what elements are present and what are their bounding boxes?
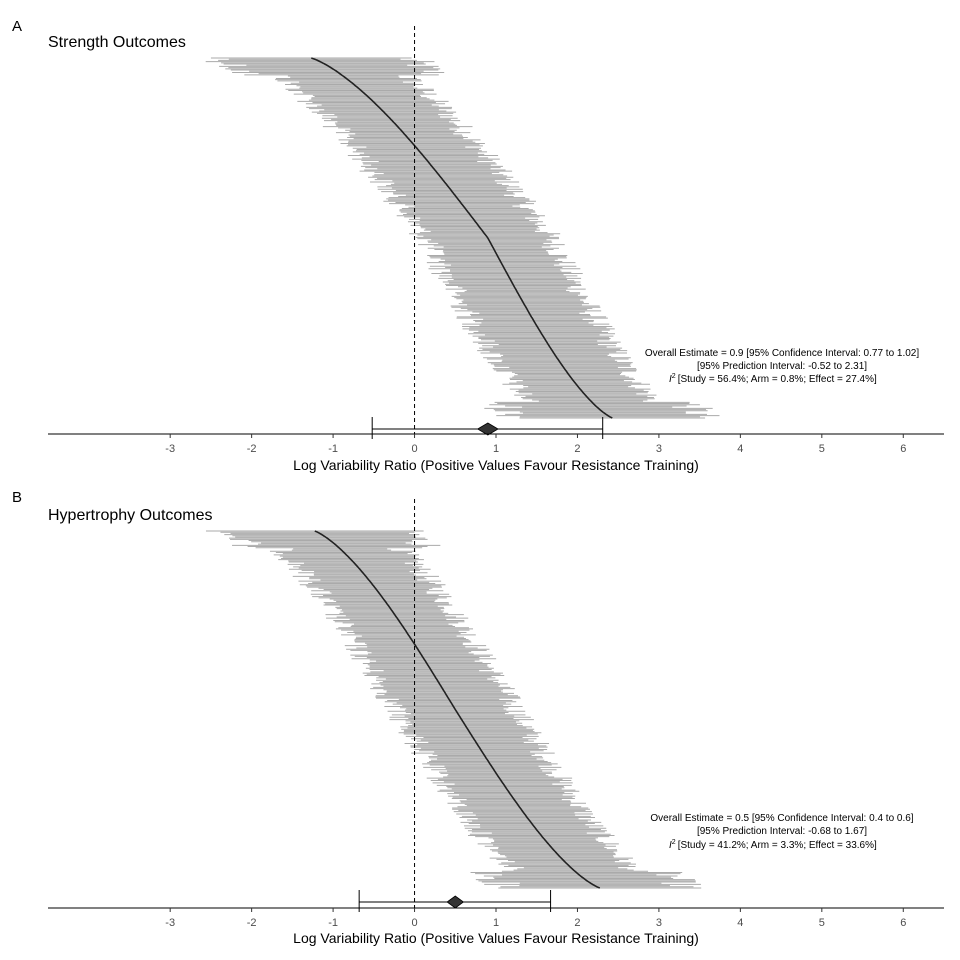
x-tick-label: -1: [328, 443, 338, 455]
x-tick-label: 1: [493, 917, 499, 929]
x-tick-label: -3: [165, 917, 175, 929]
x-tick-label: -2: [247, 443, 257, 455]
x-tick-label: -3: [165, 443, 175, 455]
panel-label: B: [12, 489, 22, 506]
i2-values: [Study = 41.2%; Arm = 3.3%; Effect = 33.…: [678, 840, 877, 851]
i2-symbol: I: [669, 374, 672, 385]
overall-estimate-annotation: Overall Estimate = 0.9 [95% Confidence I…: [645, 348, 920, 359]
i2-superscript: 2: [672, 373, 676, 380]
overall-estimate: [358, 890, 552, 912]
x-tick-label: 6: [900, 917, 906, 929]
i2-values: [Study = 56.4%; Arm = 0.8%; Effect = 27.…: [678, 374, 877, 385]
x-tick-label: 2: [574, 917, 580, 929]
panel-title: Strength Outcomes: [48, 34, 186, 51]
overall-estimate-annotation: Overall Estimate = 0.5 [95% Confidence I…: [650, 813, 913, 824]
x-tick-label: 3: [656, 917, 662, 929]
study-rows: [205, 530, 702, 889]
x-tick-label: 1: [493, 443, 499, 455]
i2-annotation: I2 [Study = 41.2%; Arm = 3.3%; Effect = 3…: [669, 839, 877, 851]
x-tick-label: 0: [411, 917, 417, 929]
panel-strength: A Strength Outcomes -3 -2 -1 0 1 2 3 4 5 6 Log Va…: [12, 18, 944, 473]
panel-hypertrophy: B Hypertrophy Outcomes -3 -2 -1 0 1 2 3 4 5 6 Log…: [12, 489, 944, 946]
overall-estimate-diamond: [476, 422, 499, 436]
x-axis-ticks: -3 -2 -1 0 1 2 3 4 5 6: [165, 908, 906, 929]
x-tick-label: 4: [737, 443, 743, 455]
x-tick-label: 2: [574, 443, 580, 455]
x-tick-label: -1: [328, 917, 338, 929]
prediction-interval-annotation: [95% Prediction Interval: -0.52 to 2.31]: [697, 361, 867, 372]
panel-title: Hypertrophy Outcomes: [48, 507, 213, 524]
estimate-trend-line: [314, 530, 601, 889]
prediction-interval-annotation: [95% Prediction Interval: -0.68 to 1.67]: [697, 826, 867, 837]
study-rows: [205, 57, 720, 419]
overall-estimate-diamond: [446, 895, 465, 909]
x-tick-label: 4: [737, 917, 743, 929]
i2-superscript: 2: [672, 839, 676, 846]
x-tick-label: 3: [656, 443, 662, 455]
x-axis-title: Log Variability Ratio (Positive Values F…: [293, 930, 699, 946]
x-tick-label: 0: [411, 443, 417, 455]
x-tick-label: 6: [900, 443, 906, 455]
panel-label: A: [12, 18, 22, 35]
i2-symbol: I: [669, 840, 672, 851]
x-axis-ticks: -3 -2 -1 0 1 2 3 4 5 6: [165, 434, 906, 455]
x-tick-label: 5: [819, 917, 825, 929]
x-tick-label: -2: [247, 917, 257, 929]
overall-estimate: [371, 417, 604, 439]
i2-annotation: I2 [Study = 56.4%; Arm = 0.8%; Effect = 2…: [669, 373, 877, 385]
estimate-trend-line: [311, 57, 613, 419]
x-axis-title: Log Variability Ratio (Positive Values F…: [293, 457, 699, 473]
x-tick-label: 5: [819, 443, 825, 455]
